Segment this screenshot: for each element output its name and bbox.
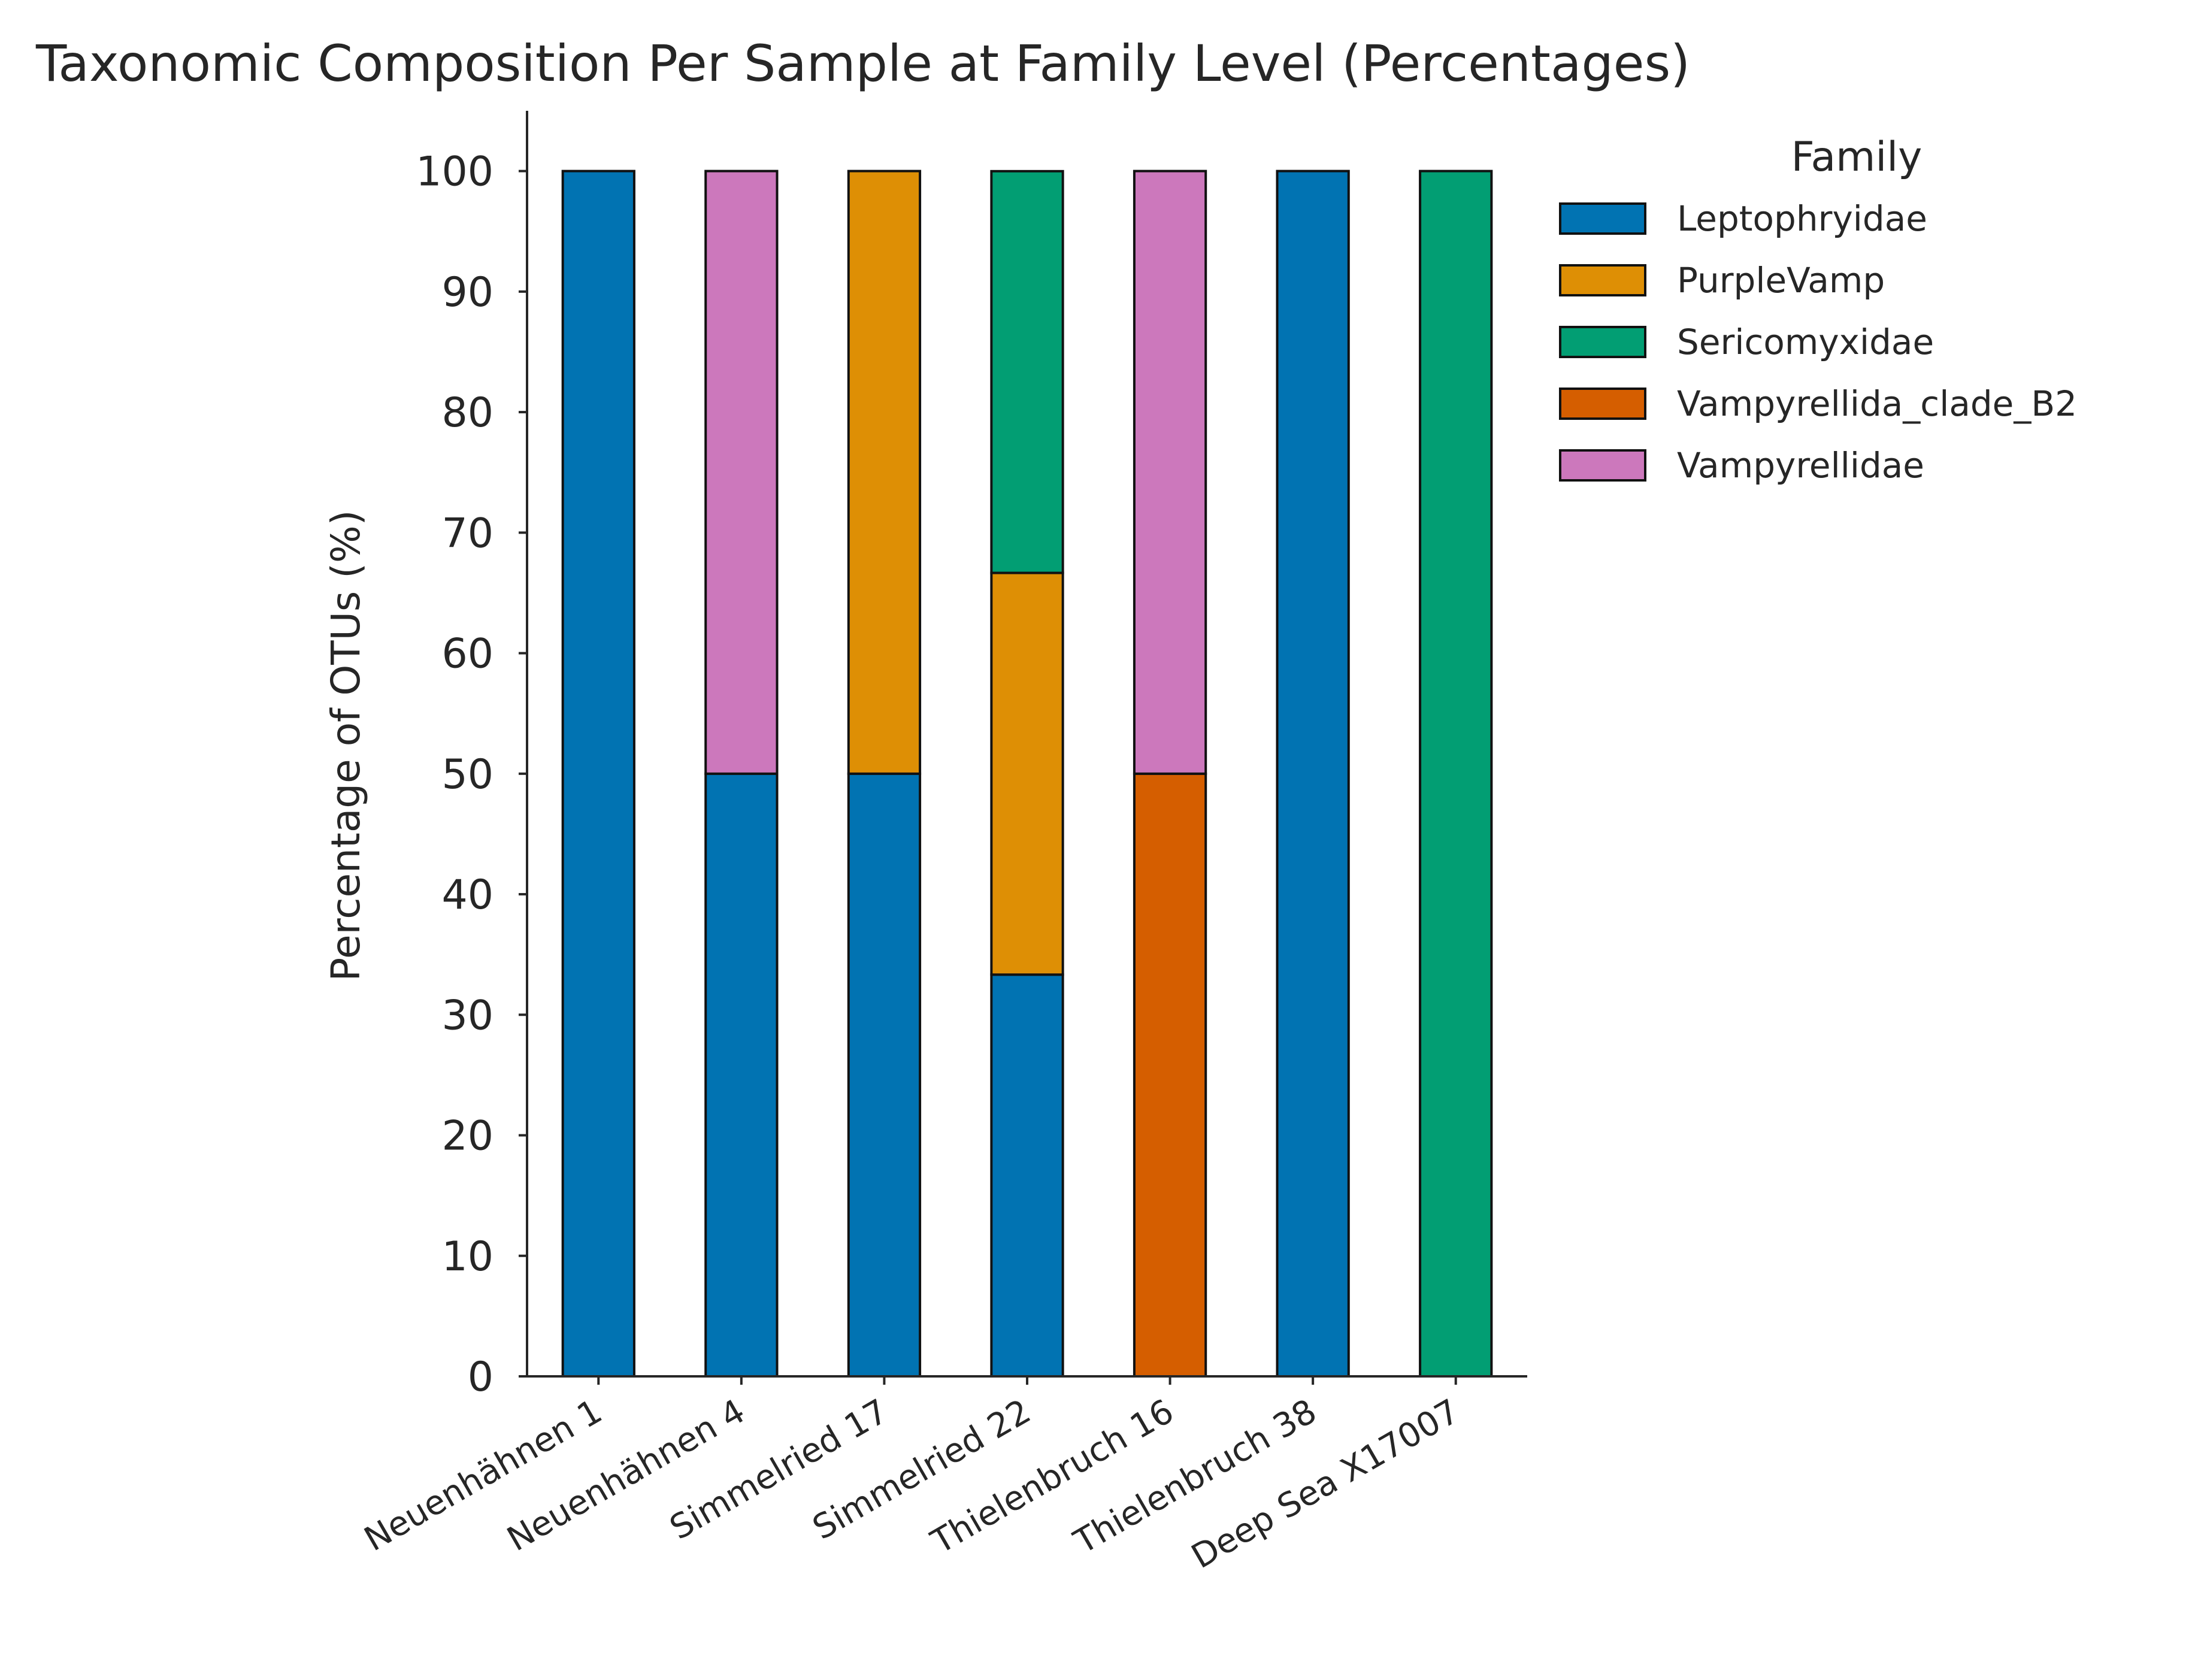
bar-thielenbruch-38-leptophryidae xyxy=(1276,169,1350,1378)
bar-thielenbruch-16-vampyrellida-clade-b2 xyxy=(1133,772,1207,1378)
legend-title: Family xyxy=(1791,134,1923,181)
y-tick-label-100: 100 xyxy=(416,149,494,196)
bar-simmelried-22-sericomyxidae xyxy=(990,169,1064,574)
y-tick-label-40: 40 xyxy=(441,871,494,919)
bar-deep-sea-x17007-sericomyxidae xyxy=(1419,169,1493,1378)
legend-swatch-leptophryidae xyxy=(1559,202,1646,235)
bar-simmelried-22-purplevamp xyxy=(990,571,1064,976)
bar-neuenh-hnen-1-leptophryidae xyxy=(561,169,635,1378)
bar-simmelried-17-leptophryidae xyxy=(847,772,922,1378)
y-tick-label-0: 0 xyxy=(468,1354,494,1401)
legend-label-vampyrellidae: Vampyrellidae xyxy=(1677,445,1924,486)
y-tick-label-70: 70 xyxy=(441,510,494,557)
y-tick-label-90: 90 xyxy=(441,269,494,316)
bar-neuenh-hnen-4-leptophryidae xyxy=(704,772,779,1378)
legend-swatch-purplevamp xyxy=(1559,264,1646,296)
legend-label-purplevamp: PurpleVamp xyxy=(1677,260,1885,301)
bar-thielenbruch-16-vampyrellidae xyxy=(1133,169,1207,775)
x-tick-label-thielenbruch-16: Thielenbruch 16 xyxy=(924,1392,1180,1562)
bar-simmelried-22-leptophryidae xyxy=(990,973,1064,1378)
bar-simmelried-17-purplevamp xyxy=(847,169,922,775)
legend-label-vampyrellida-clade-b2: Vampyrellida_clade_B2 xyxy=(1677,383,2077,424)
legend-swatch-vampyrellidae xyxy=(1559,449,1646,482)
x-tick-label-deep-sea-x17007: Deep Sea X17007 xyxy=(1185,1392,1466,1576)
y-tick-label-30: 30 xyxy=(441,992,494,1039)
x-tick-label-neuenh-hnen-1: Neuenhähnen 1 xyxy=(358,1392,609,1559)
legend: Family Leptophryidae PurpleVamp Sericomyxid… xyxy=(1559,134,2077,486)
bar-neuenh-hnen-4-vampyrellidae xyxy=(704,169,779,775)
chart-title: Taxonomic Composition Per Sample at Fami… xyxy=(35,34,1690,93)
x-tick-label-neuenh-hnen-4: Neuenhähnen 4 xyxy=(501,1392,752,1559)
legend-label-sericomyxidae: Sericomyxidae xyxy=(1677,322,1934,362)
legend-swatch-sericomyxidae xyxy=(1559,326,1646,358)
y-tick-label-20: 20 xyxy=(441,1113,494,1160)
y-tick-label-10: 10 xyxy=(441,1233,494,1281)
y-tick-label-50: 50 xyxy=(441,751,494,798)
y-tick-label-80: 80 xyxy=(441,389,494,437)
legend-label-leptophryidae: Leptophryidae xyxy=(1677,198,1927,239)
legend-swatch-vampyrellida-clade-b2 xyxy=(1559,388,1646,420)
y-axis-label: Percentage of OTUs (%) xyxy=(323,510,369,981)
y-tick-label-60: 60 xyxy=(441,631,494,678)
